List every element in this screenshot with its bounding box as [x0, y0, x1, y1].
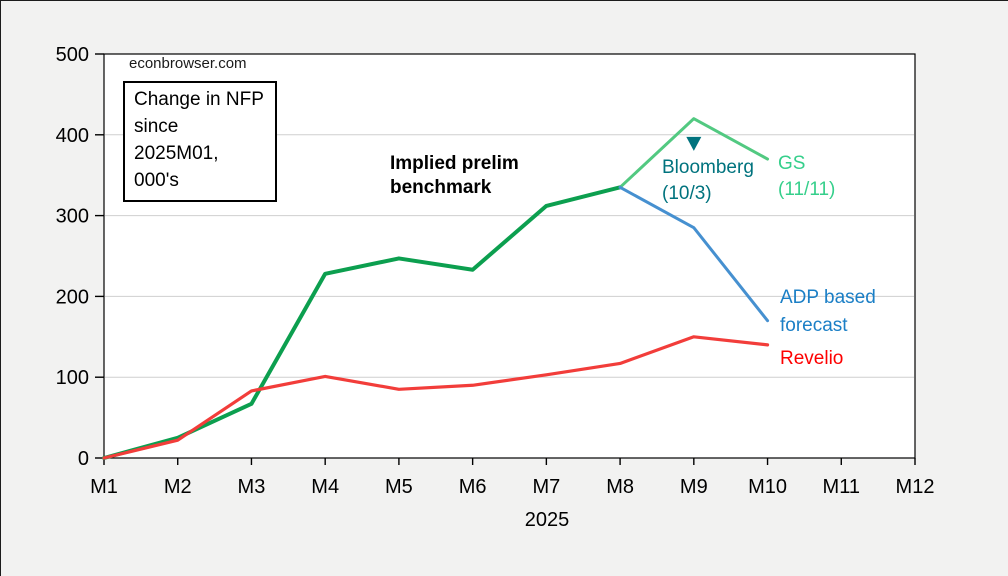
series-line-gs-11-11- [618, 117, 770, 189]
y-tick-label-500: 500 [56, 44, 89, 66]
note-box-line: since 2025M01, [134, 116, 219, 164]
x-tick-label-M7: M7 [532, 476, 560, 498]
series-line-adp-based-forecast [618, 185, 770, 323]
label-adp-based-forecast: ADP based forecast [780, 287, 876, 336]
y-tick-label-100: 100 [56, 367, 89, 389]
label-bloomberg: Bloomberg (10/3) [662, 157, 754, 204]
x-tick-label-M10: M10 [748, 476, 787, 498]
x-tick-label-M9: M9 [680, 476, 708, 498]
y-tick-label-0: 0 [78, 448, 89, 470]
x-tick-label-M1: M1 [90, 476, 118, 498]
label-implied-prelim-benchmark: Implied prelim benchmark [390, 153, 519, 198]
x-axis-title: 2025 [524, 509, 570, 531]
note-box-line: Change in NFP [134, 89, 264, 110]
series-line-revelio [102, 335, 770, 460]
x-tick-label-M11: M11 [823, 476, 860, 498]
x-tick-label-M12: M12 [896, 476, 935, 498]
y-tick-label-200: 200 [56, 286, 89, 308]
x-tick-label-M8: M8 [606, 476, 634, 498]
note-box-line: 000's [134, 170, 179, 191]
x-tick-label-M3: M3 [238, 476, 266, 498]
watermark: econbrowser.com [129, 55, 247, 72]
y-tick-label-400: 400 [56, 125, 89, 147]
x-tick-label-M4: M4 [311, 476, 339, 498]
x-tick-label-M5: M5 [385, 476, 413, 498]
x-tick-label-M6: M6 [459, 476, 487, 498]
label-gs: GS (11/11) [778, 153, 836, 200]
x-tick-label-M2: M2 [164, 476, 192, 498]
marker-bloomberg-10-3- [686, 136, 702, 151]
y-tick-label-300: 300 [56, 206, 89, 228]
note-box: Change in NFP since 2025M01, 000's [123, 81, 277, 202]
label-revelio: Revelio [780, 348, 844, 369]
